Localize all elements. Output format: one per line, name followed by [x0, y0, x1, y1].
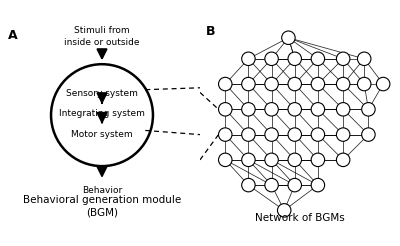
Circle shape [218, 77, 232, 91]
Circle shape [265, 52, 278, 65]
Circle shape [358, 77, 371, 91]
Circle shape [362, 103, 375, 116]
Circle shape [336, 153, 350, 167]
Text: B: B [206, 25, 216, 38]
Text: Behavior: Behavior [82, 186, 122, 195]
Circle shape [242, 178, 255, 192]
Circle shape [336, 52, 350, 65]
Circle shape [218, 153, 232, 167]
Circle shape [242, 103, 255, 116]
Text: Stimuli from
inside or outside: Stimuli from inside or outside [64, 27, 140, 46]
Circle shape [218, 103, 232, 116]
Circle shape [311, 77, 325, 91]
Circle shape [311, 103, 325, 116]
Text: Motor system: Motor system [71, 130, 133, 139]
Circle shape [242, 128, 255, 141]
Text: A: A [8, 29, 18, 42]
Circle shape [282, 31, 295, 45]
Circle shape [358, 52, 371, 65]
Circle shape [242, 52, 255, 65]
Text: Network of BGMs: Network of BGMs [255, 213, 345, 223]
Circle shape [288, 128, 302, 141]
Circle shape [288, 52, 302, 65]
Circle shape [311, 178, 325, 192]
Circle shape [265, 103, 278, 116]
Circle shape [265, 178, 278, 192]
Circle shape [288, 153, 302, 167]
Circle shape [218, 128, 232, 141]
Circle shape [288, 103, 302, 116]
Circle shape [242, 153, 255, 167]
Circle shape [265, 153, 278, 167]
Circle shape [311, 52, 325, 65]
Circle shape [376, 77, 390, 91]
Circle shape [265, 128, 278, 141]
Text: Integrating system: Integrating system [59, 109, 145, 118]
Circle shape [265, 77, 278, 91]
Circle shape [362, 128, 375, 141]
Circle shape [336, 128, 350, 141]
Circle shape [336, 103, 350, 116]
Text: Behavioral generation module
(BGM): Behavioral generation module (BGM) [23, 195, 181, 217]
Text: Sensory system: Sensory system [66, 89, 138, 98]
Circle shape [278, 204, 291, 217]
Circle shape [288, 77, 302, 91]
Circle shape [311, 153, 325, 167]
Circle shape [336, 77, 350, 91]
Circle shape [288, 178, 302, 192]
Circle shape [311, 128, 325, 141]
Circle shape [242, 77, 255, 91]
